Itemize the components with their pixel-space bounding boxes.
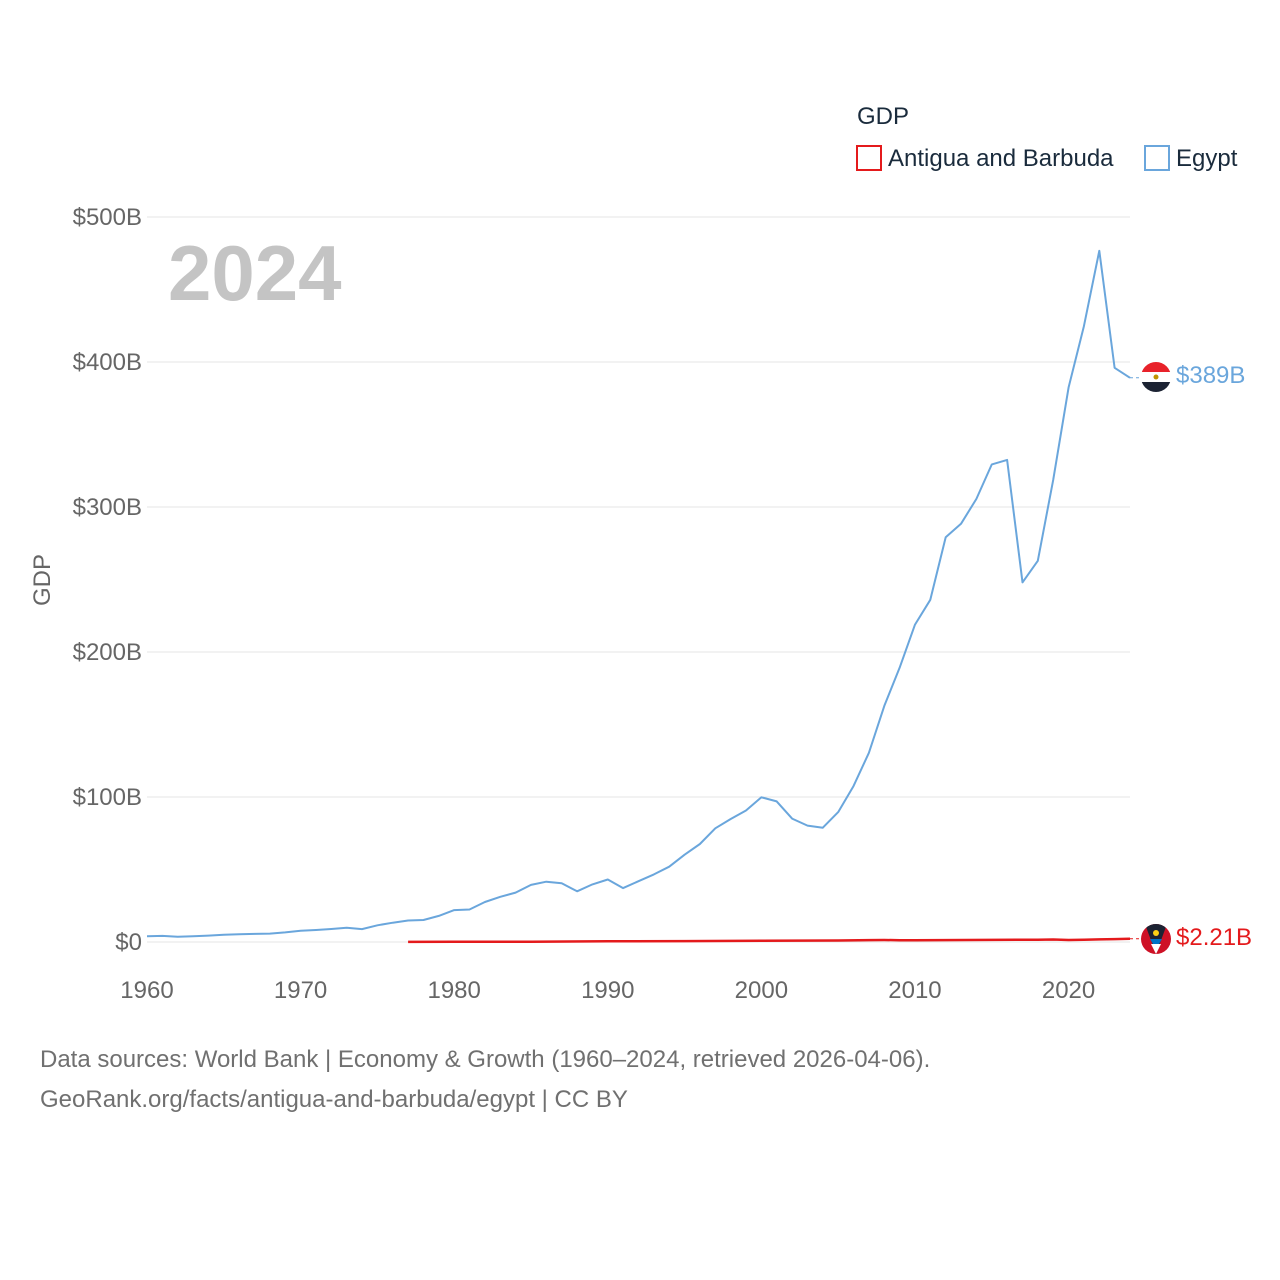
antigua-and-barbuda-flag-icon xyxy=(1141,924,1171,954)
y-tick-label: $200B xyxy=(73,639,142,666)
x-tick-label: 1960 xyxy=(120,977,173,1004)
source-line: Data sources: World Bank | Economy & Gro… xyxy=(40,1046,931,1073)
x-tick-label: 2000 xyxy=(735,977,788,1004)
x-tick-label: 1990 xyxy=(581,977,634,1004)
legend-title: GDP xyxy=(857,103,909,130)
legend-entry-egypt[interactable]: Egypt xyxy=(1176,145,1238,172)
series-lines xyxy=(146,249,1141,944)
attribution-line[interactable]: GeoRank.org/facts/antigua-and-barbuda/eg… xyxy=(40,1086,628,1113)
y-tick-label: $400B xyxy=(73,349,142,376)
source-footer: Data sources: World Bank | Economy & Gro… xyxy=(40,1040,930,1120)
series-line-egypt[interactable] xyxy=(146,249,1131,938)
legend-entry-antigua[interactable]: Antigua and Barbuda xyxy=(888,145,1114,172)
egypt-end-label: $389B xyxy=(1176,362,1245,389)
y-tick-label: $300B xyxy=(73,494,142,521)
series-line-antigua-and-barbuda[interactable] xyxy=(408,937,1131,944)
x-tick-label: 1970 xyxy=(274,977,327,1004)
x-tick-label: 2010 xyxy=(888,977,941,1004)
x-tick-label: 1980 xyxy=(427,977,480,1004)
y-tick-label: $0 xyxy=(115,929,142,956)
legend: GDP Antigua and Barbuda Egypt xyxy=(856,103,1238,172)
legend-swatch-antigua[interactable] xyxy=(856,145,882,171)
y-axis-ticks: $0 $100B $200B $300B $400B $500B xyxy=(73,204,142,956)
big-year-label: 2024 xyxy=(168,229,342,317)
egypt-flag-icon xyxy=(1141,362,1171,392)
x-axis-ticks: 1960 1970 1980 1990 2000 2010 2020 xyxy=(120,977,1095,1004)
y-tick-label: $500B xyxy=(73,204,142,231)
y-axis-label: GDP xyxy=(29,554,56,606)
legend-swatch-egypt[interactable] xyxy=(1144,145,1170,171)
antigua-end-label: $2.21B xyxy=(1176,924,1252,951)
x-tick-label: 2020 xyxy=(1042,977,1095,1004)
gridlines xyxy=(147,216,1130,943)
y-tick-label: $100B xyxy=(73,784,142,811)
